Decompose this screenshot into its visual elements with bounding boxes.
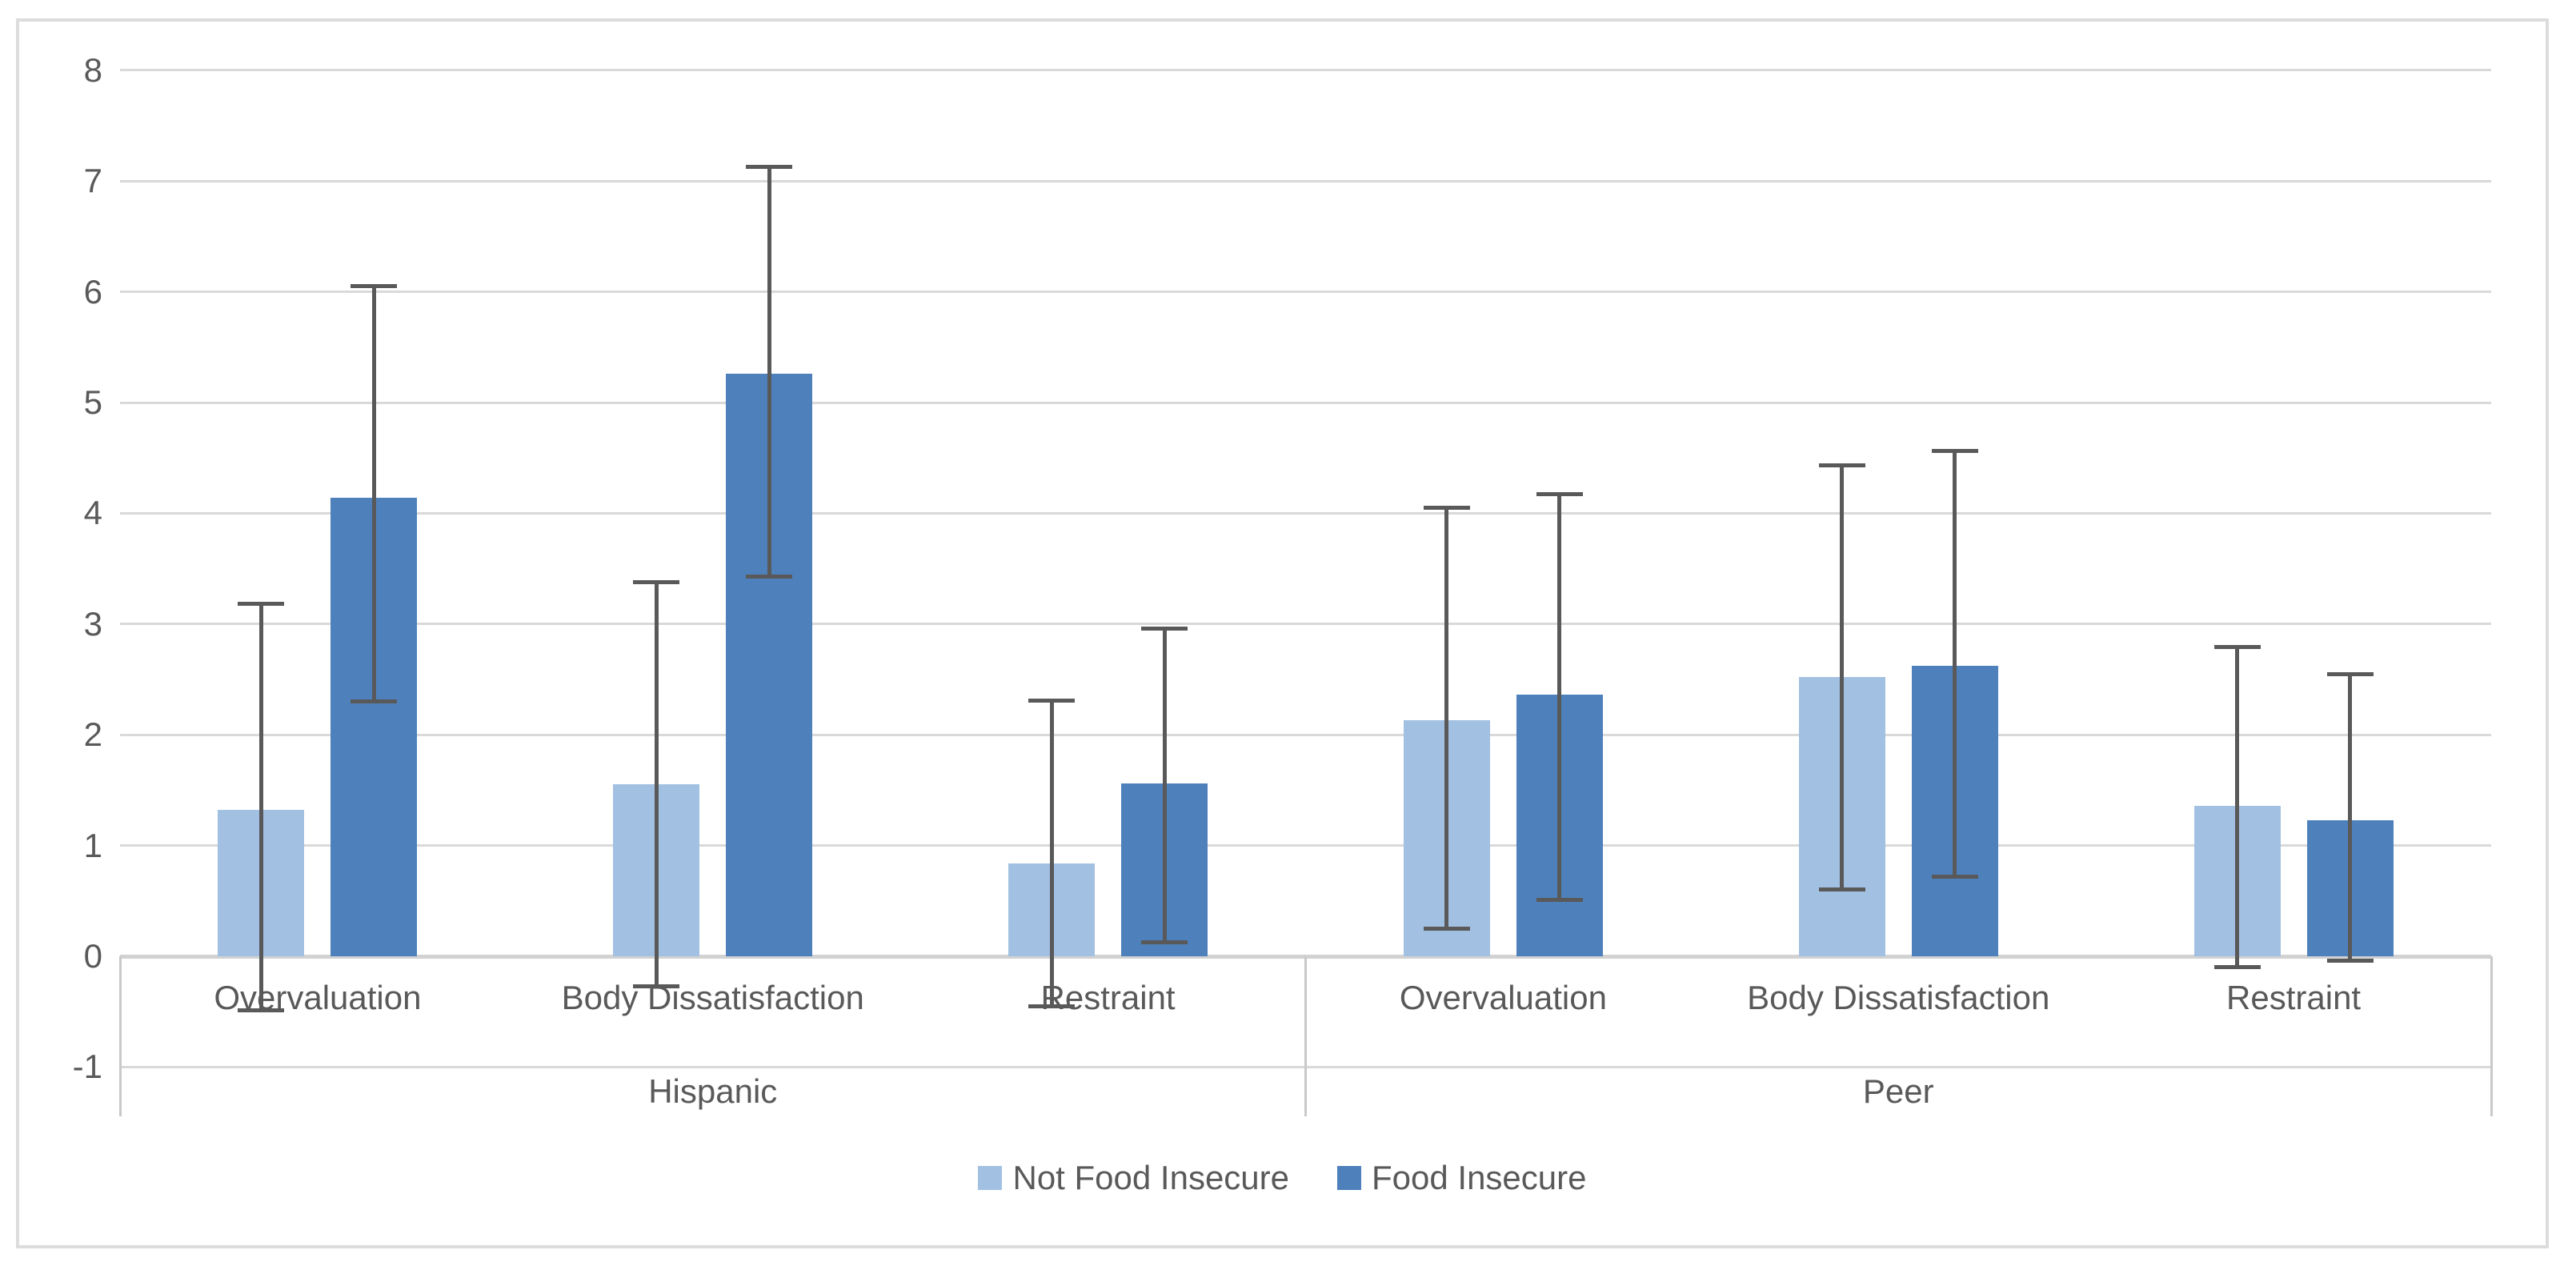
legend-item: Not Food Insecure — [978, 1159, 1289, 1197]
error-bar-line — [1162, 628, 1167, 942]
y-tick-label: 7 — [83, 162, 102, 200]
error-bar-line — [1840, 465, 1845, 890]
category-label: Overvaluation — [1399, 979, 1607, 1016]
group-label: Peer — [1862, 1072, 1934, 1110]
y-gridline — [120, 733, 2491, 736]
error-bar-line — [2235, 647, 2240, 968]
error-bar-cap — [1423, 505, 1470, 510]
chart-outer-border — [16, 18, 2549, 1248]
error-bar-cap — [1141, 939, 1188, 944]
error-bar-cap — [2213, 965, 2261, 970]
error-bar-cap — [746, 164, 793, 169]
category-label: Overvaluation — [214, 979, 422, 1016]
y-tick-label: 0 — [83, 937, 102, 975]
y-gridline — [120, 179, 2491, 182]
y-tick-label: 2 — [83, 715, 102, 754]
error-bar-cap — [633, 984, 680, 988]
error-bar-line — [1444, 507, 1449, 929]
group-label: Hispanic — [648, 1072, 778, 1110]
y-tick-label: -1 — [72, 1048, 102, 1086]
legend-label: Not Food Insecure — [1012, 1159, 1289, 1196]
error-bar-cap — [1028, 698, 1076, 703]
y-gridline — [120, 401, 2491, 404]
legend-swatch-icon — [1337, 1166, 1361, 1190]
category-label: Body Dissatisfaction — [561, 979, 864, 1016]
legend-swatch-icon — [978, 1166, 1003, 1190]
error-bar-line — [1557, 494, 1562, 900]
error-bar-line — [1049, 700, 1054, 1007]
error-bar-cap — [633, 579, 680, 584]
y-gridline — [120, 511, 2491, 515]
legend: Not Food Insecure Food Insecure — [16, 1159, 2549, 1197]
error-bar-cap — [1818, 887, 1865, 892]
y-tick-label: 5 — [83, 383, 102, 421]
y-tick-label: 8 — [83, 50, 102, 89]
group-separator-line — [1304, 956, 1307, 1116]
y-tick-label: 3 — [83, 604, 102, 643]
y-gridline — [120, 844, 2491, 847]
y-tick-label: 1 — [83, 826, 102, 864]
error-bar-cap — [2326, 671, 2374, 676]
error-bar-cap — [238, 1008, 285, 1013]
error-bar-cap — [2326, 959, 2374, 964]
error-bar-line — [1953, 451, 1957, 877]
y-gridline — [120, 623, 2491, 626]
y-tick-label: 6 — [83, 272, 102, 310]
error-bar-cap — [1141, 626, 1188, 631]
error-bar-cap — [1931, 874, 1978, 879]
error-bar-line — [371, 286, 376, 702]
error-bar-cap — [1536, 492, 1583, 497]
error-bar-line — [258, 603, 263, 1011]
axis-band-right-line — [2490, 956, 2493, 1116]
y-tick-label: 4 — [83, 494, 102, 532]
axis-band-left-line — [118, 956, 122, 1116]
error-bar-cap — [746, 574, 793, 579]
error-bar-cap — [238, 602, 285, 607]
error-bar-cap — [1818, 463, 1865, 468]
error-bar-line — [767, 166, 771, 577]
error-bar-cap — [2213, 645, 2261, 650]
error-bar-cap — [1423, 926, 1470, 931]
error-bar-cap — [351, 284, 398, 289]
error-bar-cap — [351, 699, 398, 704]
error-bar-line — [2348, 674, 2353, 961]
error-bar-cap — [1028, 1004, 1076, 1008]
category-label: Restraint — [2226, 979, 2362, 1016]
legend-label: Food Insecure — [1372, 1159, 1587, 1196]
y-gridline — [120, 69, 2491, 72]
error-bar-cap — [1536, 897, 1583, 902]
legend-item: Food Insecure — [1337, 1159, 1587, 1197]
category-label: Restraint — [1040, 979, 1176, 1016]
y-gridline — [120, 290, 2491, 294]
error-bar-cap — [1931, 449, 1978, 454]
category-label: Body Dissatisfaction — [1747, 979, 2050, 1016]
error-bar-line — [654, 582, 659, 987]
